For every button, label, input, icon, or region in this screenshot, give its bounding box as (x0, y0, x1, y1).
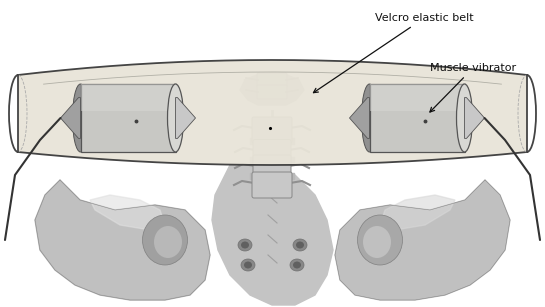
Polygon shape (349, 98, 370, 138)
Polygon shape (250, 173, 264, 179)
Ellipse shape (361, 84, 378, 152)
Text: Muscle vibrator: Muscle vibrator (430, 63, 516, 112)
Polygon shape (464, 98, 485, 138)
Ellipse shape (241, 259, 255, 271)
FancyBboxPatch shape (81, 84, 175, 152)
Ellipse shape (167, 84, 184, 152)
Polygon shape (380, 195, 455, 230)
Ellipse shape (358, 215, 403, 265)
Ellipse shape (296, 242, 304, 248)
Ellipse shape (238, 239, 252, 251)
FancyBboxPatch shape (81, 84, 175, 111)
Polygon shape (280, 138, 294, 144)
Polygon shape (175, 98, 196, 138)
Polygon shape (60, 98, 81, 138)
Polygon shape (90, 195, 165, 230)
Ellipse shape (293, 239, 307, 251)
FancyBboxPatch shape (257, 85, 287, 99)
Ellipse shape (363, 226, 391, 258)
FancyBboxPatch shape (253, 155, 291, 181)
Polygon shape (18, 60, 527, 165)
FancyBboxPatch shape (370, 84, 464, 152)
Polygon shape (280, 157, 294, 163)
Ellipse shape (142, 215, 187, 265)
Ellipse shape (154, 226, 182, 258)
Polygon shape (250, 157, 264, 163)
FancyBboxPatch shape (370, 84, 464, 111)
Polygon shape (212, 165, 333, 305)
Ellipse shape (244, 262, 252, 269)
FancyBboxPatch shape (252, 172, 292, 198)
Polygon shape (250, 138, 264, 144)
Text: Velcro elastic belt: Velcro elastic belt (313, 13, 474, 93)
Ellipse shape (290, 259, 304, 271)
Polygon shape (35, 180, 210, 300)
FancyBboxPatch shape (252, 117, 292, 143)
FancyBboxPatch shape (257, 73, 287, 87)
FancyBboxPatch shape (253, 139, 291, 165)
Polygon shape (335, 180, 510, 300)
Ellipse shape (457, 84, 473, 152)
Ellipse shape (72, 84, 88, 152)
Polygon shape (240, 73, 304, 105)
Polygon shape (280, 173, 294, 179)
Ellipse shape (293, 262, 301, 269)
Polygon shape (35, 180, 210, 300)
Ellipse shape (241, 242, 249, 248)
